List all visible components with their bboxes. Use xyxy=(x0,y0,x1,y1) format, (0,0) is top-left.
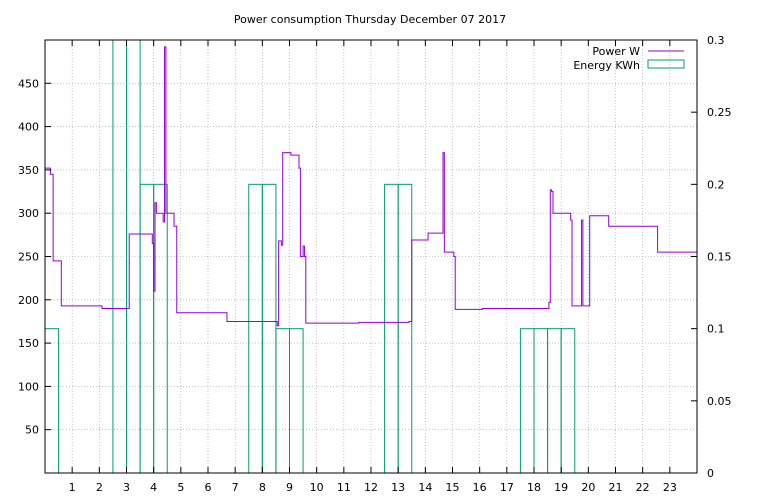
y2-tick-label: 0.25 xyxy=(707,106,732,119)
axis-ticks xyxy=(45,39,697,474)
y-tick-label: 450 xyxy=(18,77,39,90)
x-tick-label: 23 xyxy=(663,481,677,494)
x-tick-label: 16 xyxy=(473,481,487,494)
energy-box xyxy=(275,328,290,474)
x-tick-label: 5 xyxy=(177,481,184,494)
x-tick-label: 14 xyxy=(418,481,432,494)
y2-tick-label: 0.05 xyxy=(707,395,732,408)
y-tick-label: 150 xyxy=(18,337,39,350)
x-tick-label: 18 xyxy=(527,481,541,494)
x-tick-label: 6 xyxy=(205,481,212,494)
energy-box xyxy=(289,328,304,474)
x-tick-label: 7 xyxy=(232,481,239,494)
y-tick-label: 300 xyxy=(18,207,39,220)
y2-tick-label: 0.15 xyxy=(707,251,732,264)
energy-box xyxy=(44,328,60,474)
x-tick-label: 8 xyxy=(259,481,266,494)
x-tick-label: 3 xyxy=(123,481,130,494)
energy-box xyxy=(397,183,413,474)
x-tick-label: 1 xyxy=(69,481,76,494)
x-tick-label: 10 xyxy=(310,481,324,494)
legend-label-power: Power W xyxy=(592,45,640,58)
x-tick-label: 13 xyxy=(391,481,405,494)
legend: Power W Energy KWh xyxy=(573,45,685,72)
energy-box xyxy=(533,328,549,474)
y-tick-label: 200 xyxy=(18,294,39,307)
chart-title: Power consumption Thursday December 07 2… xyxy=(234,13,506,26)
x-tick-label: 9 xyxy=(286,481,293,494)
energy-box xyxy=(139,183,155,474)
x-tick-label: 22 xyxy=(636,481,650,494)
y-tick-label: 250 xyxy=(18,251,39,264)
tick-labels: 1 2 3 4 5 6 7 8 9 10 11 12 13 14 15 16 17 18 19 20 21 22 23501… xyxy=(18,34,732,494)
y2-tick-label: 0.2 xyxy=(707,178,725,191)
x-tick-label: 19 xyxy=(554,481,568,494)
y2-tick-label: 0 xyxy=(707,467,714,480)
grid-lines xyxy=(45,40,697,473)
y-tick-label: 100 xyxy=(18,380,39,393)
legend-label-energy: Energy KWh xyxy=(573,59,640,72)
power-line xyxy=(45,46,697,327)
x-tick-label: 20 xyxy=(581,481,595,494)
x-tick-label: 15 xyxy=(446,481,460,494)
energy-box xyxy=(547,328,562,474)
x-tick-label: 11 xyxy=(337,481,351,494)
x-tick-label: 17 xyxy=(500,481,514,494)
legend-swatch-energy xyxy=(647,59,685,69)
y-tick-label: 350 xyxy=(18,164,39,177)
x-tick-label: 12 xyxy=(364,481,378,494)
y-tick-label: 50 xyxy=(25,424,39,437)
energy-box xyxy=(560,328,576,474)
x-tick-label: 2 xyxy=(96,481,103,494)
y-tick-label: 400 xyxy=(18,121,39,134)
energy-box xyxy=(519,328,535,474)
power-series xyxy=(45,46,697,327)
y2-tick-label: 0.1 xyxy=(707,323,725,336)
y2-tick-label: 0.3 xyxy=(707,34,725,47)
x-tick-label: 4 xyxy=(150,481,157,494)
x-tick-label: 21 xyxy=(609,481,623,494)
